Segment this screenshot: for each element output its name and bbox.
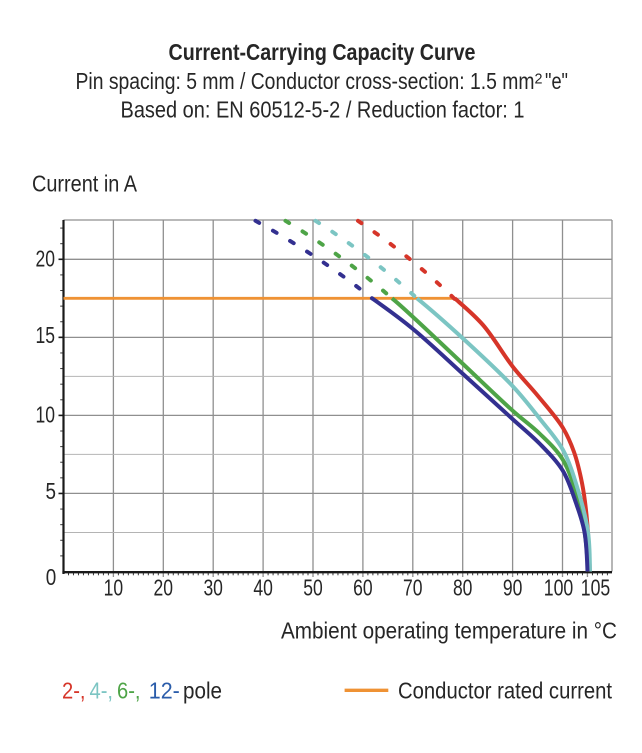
- svg-text:20: 20: [36, 245, 56, 271]
- svg-text:100: 100: [544, 574, 574, 600]
- svg-text:12-: 12-: [149, 678, 180, 704]
- svg-text:90: 90: [503, 574, 523, 600]
- svg-text:50: 50: [303, 574, 323, 600]
- svg-text:Current-Carrying Capacity Curv: Current-Carrying Capacity Curve: [169, 39, 476, 65]
- svg-text:15: 15: [36, 322, 56, 348]
- svg-text:Pin spacing: 5 mm / Conductor: Pin spacing: 5 mm / Conductor cross-sect…: [76, 68, 535, 94]
- svg-text:60: 60: [353, 574, 373, 600]
- svg-text:105: 105: [581, 574, 611, 600]
- svg-text:30: 30: [203, 574, 223, 600]
- svg-text:Based on: EN 60512-5-2 / Reduc: Based on: EN 60512-5-2 / Reduction facto…: [121, 97, 525, 123]
- svg-text:5: 5: [46, 478, 57, 504]
- svg-text:10: 10: [36, 401, 56, 427]
- svg-text:"e": "e": [545, 68, 568, 94]
- svg-text:70: 70: [403, 574, 423, 600]
- svg-text:Current in A: Current in A: [32, 171, 138, 197]
- svg-text:20: 20: [154, 574, 174, 600]
- svg-text:Conductor rated current: Conductor rated current: [398, 678, 613, 704]
- svg-text:2: 2: [535, 71, 543, 88]
- svg-text:2-,: 2-,: [62, 678, 86, 704]
- svg-text:4-,: 4-,: [90, 678, 114, 704]
- svg-text:pole: pole: [183, 678, 222, 704]
- svg-text:40: 40: [253, 574, 273, 600]
- svg-text:6-,: 6-,: [117, 678, 141, 704]
- svg-text:80: 80: [453, 574, 473, 600]
- svg-text:0: 0: [46, 564, 57, 590]
- svg-text:Ambient operating temperature: Ambient operating temperature in °C: [281, 618, 617, 644]
- svg-text:10: 10: [104, 574, 124, 600]
